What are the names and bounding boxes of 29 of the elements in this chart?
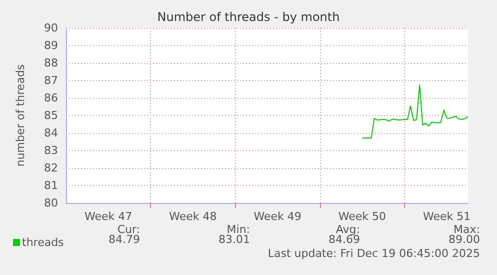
y-axis-title: number of threads xyxy=(14,64,27,167)
y-tick-label: 81 xyxy=(44,179,58,192)
text: 84.69 xyxy=(328,233,360,246)
y-tick-label: 87 xyxy=(44,74,58,87)
x-tick-label: Week 50 xyxy=(338,210,386,223)
y-tick-label: 89 xyxy=(44,39,58,52)
text: 83.01 xyxy=(218,233,250,246)
legend-label: threads xyxy=(22,236,64,249)
chart-title: Number of threads - by month xyxy=(157,10,340,24)
x-tick-label: Week 51 xyxy=(423,210,471,223)
text: Max: xyxy=(454,223,480,236)
y-tick-label: 83 xyxy=(44,144,58,157)
x-tick-label: Week 48 xyxy=(169,210,217,223)
text: Avg: xyxy=(336,223,360,236)
y-tick-label: 90 xyxy=(44,22,58,34)
text: 89.00 xyxy=(448,233,480,246)
x-tick-label: Week 49 xyxy=(254,210,302,223)
x-tick-label: Week 47 xyxy=(84,210,132,223)
text: Cur: xyxy=(117,223,140,236)
y-tick-label: 86 xyxy=(44,92,58,104)
y-tick-label: 84 xyxy=(44,126,58,140)
text: 84.79 xyxy=(108,233,140,246)
y-tick-label: 82 xyxy=(44,162,58,174)
y-tick-label: 80 xyxy=(44,196,58,210)
text: Min: xyxy=(226,223,250,236)
line-series xyxy=(362,84,468,139)
text: Last update: Fri Dec 19 06:45:00 2025 xyxy=(268,247,480,260)
y-tick-label: 85 xyxy=(44,109,58,122)
y-tick-label: 88 xyxy=(44,56,58,70)
